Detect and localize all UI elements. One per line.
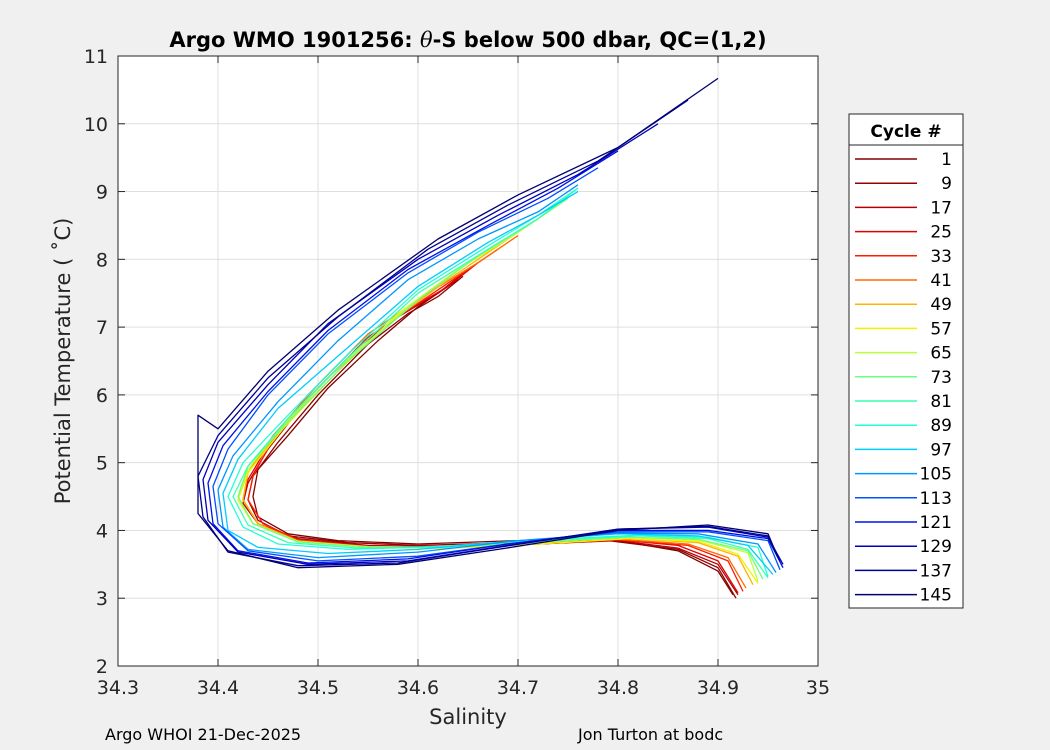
legend-label: 97 bbox=[930, 440, 952, 460]
y-tick-label: 5 bbox=[96, 453, 108, 475]
axes-box bbox=[117, 55, 819, 667]
y-tick-label: 8 bbox=[96, 249, 108, 271]
series-line-cycle-97 bbox=[222, 191, 774, 575]
legend-label: 25 bbox=[930, 223, 952, 243]
legend-label: 41 bbox=[930, 271, 952, 291]
legend-box bbox=[848, 113, 964, 609]
x-tick-label: 35 bbox=[806, 677, 830, 699]
chart-title-theta: θ bbox=[420, 28, 433, 52]
legend-label: 65 bbox=[930, 344, 952, 364]
axes: 34.3 34.4 34.5 34.6 34.7 34.8 34.9 35 2 3 4 5 6 7 8 9 1… bbox=[84, 46, 830, 699]
chart-title-prefix: Argo WMO 1901256: bbox=[169, 28, 420, 52]
series-line-cycle-105 bbox=[217, 184, 777, 573]
y-tick-label: 2 bbox=[96, 656, 108, 678]
legend-label: 145 bbox=[920, 586, 952, 606]
chart-title: Argo WMO 1901256: θ-S below 500 dbar, QC… bbox=[169, 28, 766, 52]
series-line-cycle-9 bbox=[247, 275, 737, 599]
y-axis-label: Potential Temperature ( ˚C) bbox=[51, 218, 75, 505]
y-tick-label: 3 bbox=[96, 588, 108, 610]
footer-left-credit: Argo WHOI 21-Dec-2025 bbox=[105, 725, 302, 744]
x-tick-label: 34.6 bbox=[397, 677, 439, 699]
legend-entries: 1 9 17 25 33 41 49 57 65 73 81 89 97 105 113 121 129 137 1… bbox=[855, 150, 952, 606]
series-line-cycle-73 bbox=[237, 197, 764, 580]
legend-label: 33 bbox=[930, 247, 952, 267]
footer-right-credit: Jon Turton at bodc bbox=[578, 725, 724, 744]
legend-label: 73 bbox=[930, 368, 952, 388]
x-tick-label: 34.5 bbox=[297, 677, 339, 699]
x-axis-ticks: 34.3 34.4 34.5 34.6 34.7 34.8 34.9 35 bbox=[97, 56, 830, 699]
y-tick-label: 6 bbox=[96, 385, 108, 407]
legend-label: 9 bbox=[941, 174, 952, 194]
legend-label: 57 bbox=[930, 319, 952, 339]
y-axis-ticks: 2 3 4 5 6 7 8 9 10 11 bbox=[84, 46, 818, 678]
series-line-cycle-113 bbox=[212, 167, 781, 571]
legend-label: 89 bbox=[930, 416, 952, 436]
legend-label: 137 bbox=[920, 561, 952, 581]
x-tick-label: 34.4 bbox=[197, 677, 239, 699]
legend: Cycle # 1 9 17 25 33 41 49 57 65 73 81 89 97 105 113 12… bbox=[848, 113, 964, 609]
legend-label: 113 bbox=[920, 489, 952, 509]
chart-title-suffix: -S below 500 dbar, QC=(1,2) bbox=[433, 28, 767, 52]
legend-label: 81 bbox=[930, 392, 952, 412]
x-axis-label: Salinity bbox=[429, 705, 507, 729]
y-tick-label: 10 bbox=[84, 114, 108, 136]
y-tick-label: 7 bbox=[96, 317, 108, 339]
legend-label: 49 bbox=[930, 295, 952, 315]
legend-label: 105 bbox=[920, 465, 952, 485]
legend-label: 129 bbox=[920, 537, 952, 557]
y-tick-label: 11 bbox=[84, 46, 108, 68]
x-tick-label: 34.3 bbox=[97, 677, 139, 699]
x-tick-label: 34.8 bbox=[597, 677, 639, 699]
series-line-cycle-145 bbox=[197, 77, 779, 569]
x-tick-label: 34.7 bbox=[497, 677, 539, 699]
y-tick-label: 4 bbox=[96, 520, 108, 542]
series-line-cycle-81 bbox=[232, 187, 769, 579]
legend-label: 1 bbox=[941, 150, 952, 170]
plot-area bbox=[118, 56, 818, 666]
y-tick-label: 9 bbox=[96, 182, 108, 204]
series-line-cycle-89 bbox=[227, 187, 769, 577]
series-group bbox=[197, 77, 784, 599]
legend-title: Cycle # bbox=[870, 122, 941, 142]
series-line-cycle-121 bbox=[207, 150, 784, 568]
legend-label: 17 bbox=[930, 198, 952, 218]
x-tick-label: 34.9 bbox=[697, 677, 739, 699]
legend-label: 121 bbox=[920, 513, 952, 533]
